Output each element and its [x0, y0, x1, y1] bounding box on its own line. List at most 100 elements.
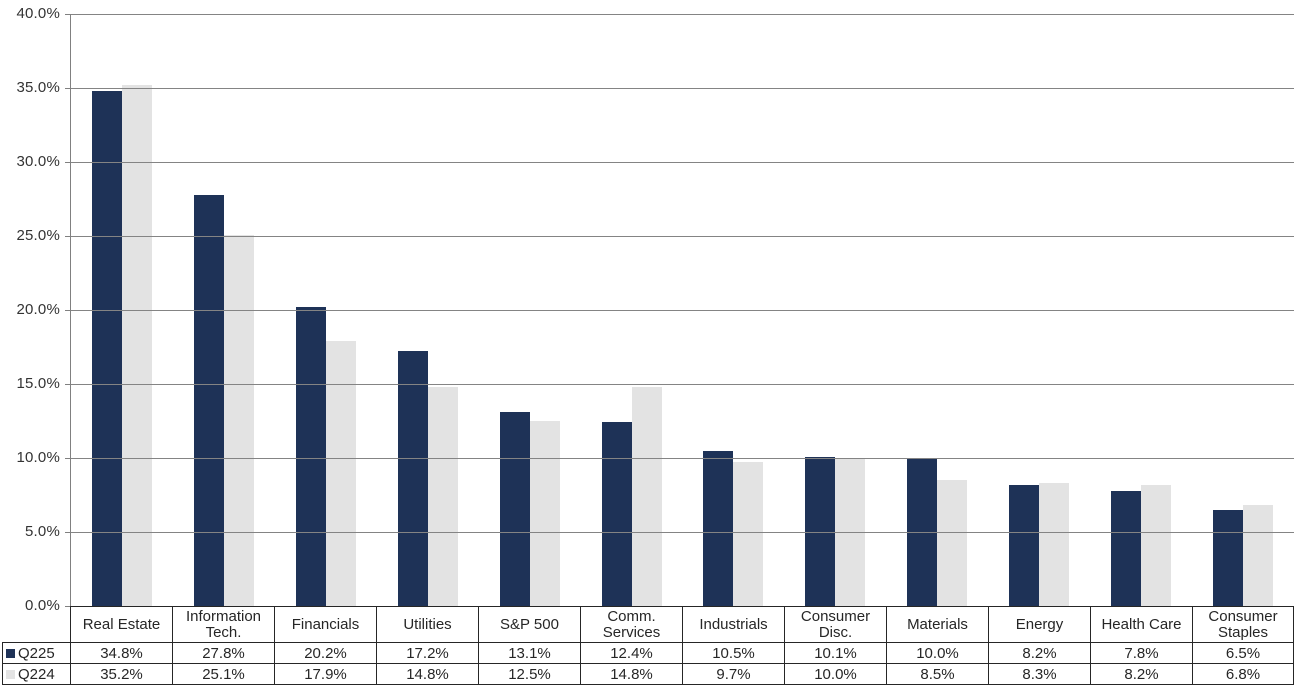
- value-cell: 13.1%: [478, 642, 580, 663]
- bar-q224: [1141, 484, 1172, 606]
- bar-group: [784, 14, 886, 606]
- y-axis-label: 0.0%: [25, 597, 60, 614]
- bar-q225: [295, 307, 326, 606]
- value-cell: 14.8%: [580, 663, 682, 685]
- y-axis-tick: [65, 532, 71, 533]
- bar-q225: [703, 450, 734, 606]
- category-header: Industrials: [682, 606, 784, 642]
- value-cell: 10.1%: [784, 642, 886, 663]
- category-header: Health Care: [1090, 606, 1192, 642]
- gridline: [71, 310, 1294, 311]
- bar-groups: [71, 14, 1294, 606]
- y-axis-label: 5.0%: [25, 523, 60, 540]
- bar-group: [71, 14, 173, 606]
- bar-group: [377, 14, 479, 606]
- plot-area: [65, 14, 1294, 607]
- y-axis-tick: [65, 236, 71, 237]
- bar-q224: [1243, 505, 1274, 606]
- bar-q225: [601, 422, 632, 606]
- gridline: [71, 458, 1294, 459]
- value-cell: 25.1%: [172, 663, 274, 685]
- gridline: [71, 162, 1294, 163]
- bar-q225: [1009, 484, 1040, 606]
- y-axis-label: 10.0%: [16, 449, 60, 466]
- value-cell: 27.8%: [172, 642, 274, 663]
- bar-q225: [91, 90, 122, 606]
- bar-q224: [223, 234, 254, 606]
- value-cell: 10.5%: [682, 642, 784, 663]
- value-cell: 8.3%: [988, 663, 1090, 685]
- y-axis-label: 15.0%: [16, 375, 60, 392]
- y-axis-label: 30.0%: [16, 153, 60, 170]
- data-table: Real Estate Information Tech. Financials Ut…: [2, 606, 1294, 685]
- legend-swatch-icon: [6, 648, 15, 658]
- value-cell: 8.2%: [1090, 663, 1192, 685]
- value-cell: 10.0%: [784, 663, 886, 685]
- gridline: [71, 384, 1294, 385]
- y-axis-tick: [65, 14, 71, 15]
- category-header: Utilities: [376, 606, 478, 642]
- category-header: Comm. Services: [580, 606, 682, 642]
- category-header: Materials: [886, 606, 988, 642]
- value-cell: 6.8%: [1192, 663, 1294, 685]
- y-axis-label: 25.0%: [16, 227, 60, 244]
- bar-group: [173, 14, 275, 606]
- bar-q224: [733, 462, 764, 606]
- bar-q224: [427, 386, 458, 606]
- category-header: Consumer Staples: [1192, 606, 1294, 642]
- category-header: Energy: [988, 606, 1090, 642]
- bar-q225: [805, 456, 836, 606]
- bar-group: [1090, 14, 1192, 606]
- value-cell: 12.4%: [580, 642, 682, 663]
- bar-q225: [1111, 490, 1142, 606]
- legend-label: Q225: [18, 644, 55, 662]
- legend-q224: Q224: [2, 663, 70, 685]
- table-corner-cell: [2, 606, 70, 642]
- value-cell: 8.2%: [988, 642, 1090, 663]
- bar-q225: [1213, 509, 1244, 606]
- value-cell: 9.7%: [682, 663, 784, 685]
- bar-q224: [325, 341, 356, 606]
- y-axis-tick: [65, 162, 71, 163]
- legend-label: Q224: [18, 665, 55, 683]
- legend-swatch-icon: [6, 669, 15, 679]
- category-header: Consumer Disc.: [784, 606, 886, 642]
- category-header: Financials: [274, 606, 376, 642]
- value-cell: 14.8%: [376, 663, 478, 685]
- value-cell: 34.8%: [70, 642, 172, 663]
- value-cell: 8.5%: [886, 663, 988, 685]
- y-axis: 40.0% 35.0% 30.0% 25.0% 20.0% 15.0% 10.0% 5.0% 0…: [0, 0, 62, 685]
- y-axis-label: 40.0%: [16, 5, 60, 22]
- value-cell: 12.5%: [478, 663, 580, 685]
- bar-q225: [193, 194, 224, 606]
- legend-q225: Q225: [2, 642, 70, 663]
- y-axis-label: 35.0%: [16, 79, 60, 96]
- gridline: [71, 532, 1294, 533]
- gridline: [71, 88, 1294, 89]
- bar-group: [988, 14, 1090, 606]
- value-cell: 17.2%: [376, 642, 478, 663]
- category-header: S&P 500: [478, 606, 580, 642]
- bar-group: [581, 14, 683, 606]
- y-axis-label: 20.0%: [16, 301, 60, 318]
- bar-q224: [529, 421, 560, 606]
- value-cell: 7.8%: [1090, 642, 1192, 663]
- y-axis-tick: [65, 384, 71, 385]
- category-header: Information Tech.: [172, 606, 274, 642]
- value-cell: 17.9%: [274, 663, 376, 685]
- y-axis-tick: [65, 606, 71, 607]
- value-cell: 35.2%: [70, 663, 172, 685]
- bar-group: [1192, 14, 1294, 606]
- y-axis-tick: [65, 88, 71, 89]
- gridline: [71, 14, 1294, 15]
- bar-q224: [937, 480, 968, 606]
- bar-q225: [397, 351, 428, 606]
- value-cell: 6.5%: [1192, 642, 1294, 663]
- bar-q225: [499, 412, 530, 606]
- bar-group: [683, 14, 785, 606]
- gridline: [71, 236, 1294, 237]
- bar-q224: [121, 85, 152, 606]
- y-axis-tick: [65, 458, 71, 459]
- bar-group: [275, 14, 377, 606]
